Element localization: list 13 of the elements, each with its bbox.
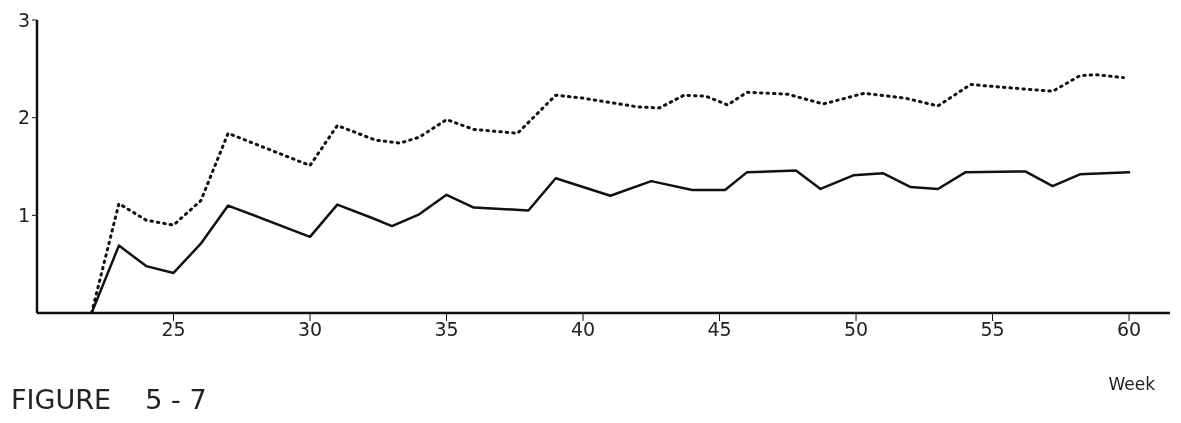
y-tick-label: 3 [17,8,30,31]
x-tick-label: 40 [570,318,596,341]
text: FIGURE 5 - 7 [11,384,207,415]
x-tick-label: 30 [297,318,323,341]
x-tick-label: 50 [843,318,869,341]
x-axis-title: Week [1108,374,1155,394]
x-tick-label: 25 [161,318,186,341]
y-tick-label: 2 [17,106,30,129]
x-tick-label: 45 [707,318,732,341]
x-tick-label: 35 [434,318,459,341]
x-tick-label: 60 [1116,318,1142,341]
x-tick-label: 55 [980,318,1005,341]
y-tick-label: 1 [17,204,30,227]
